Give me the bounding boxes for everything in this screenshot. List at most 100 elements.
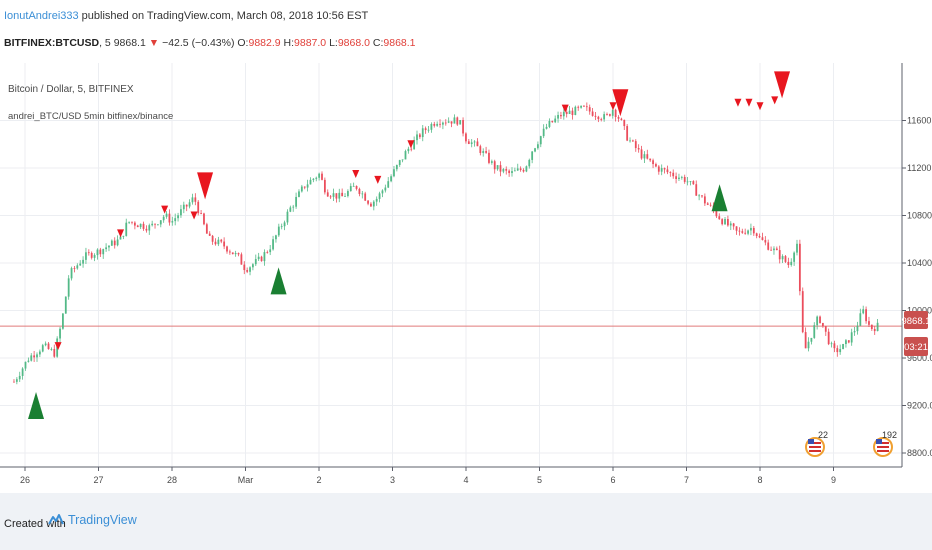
candle-body: [364, 193, 367, 201]
candle-body: [597, 116, 600, 120]
candle-body: [663, 168, 666, 170]
sell-signal-triangle: [197, 172, 214, 200]
sell-signal-triangle: [161, 205, 169, 214]
candle-body: [796, 243, 798, 253]
candle-body: [220, 239, 223, 242]
candle-body: [105, 247, 107, 250]
candle-body: [427, 129, 430, 131]
candle-body: [200, 213, 202, 214]
candle-body: [646, 154, 649, 159]
candle-body: [637, 148, 640, 150]
candle-body: [744, 232, 747, 234]
candle-body: [62, 313, 64, 329]
candle-body: [508, 170, 511, 174]
symbol-name[interactable]: BITFINEX:BTCUSD: [4, 37, 100, 49]
candle-body: [208, 233, 211, 236]
candle-body: [252, 264, 254, 268]
published-text: published on TradingView.com, March 08, …: [78, 10, 369, 22]
candle-body: [298, 191, 300, 197]
candle-body: [660, 168, 663, 172]
candle-body: [260, 256, 263, 262]
author-link[interactable]: IonutAndrei333: [4, 10, 79, 22]
price-axis[interactable]: 11600.0 11200.0 10800.0 10400.0 10000.0 9600.…: [902, 116, 932, 459]
candle-body: [692, 181, 695, 185]
published-line: IonutAndrei333 published on TradingView.…: [4, 10, 368, 22]
candle-body: [277, 226, 280, 236]
open-label: O:: [237, 37, 249, 49]
candle-body: [870, 324, 873, 329]
candle-body: [413, 140, 416, 150]
candle-body: [810, 337, 813, 342]
candle-body: [347, 191, 349, 197]
candle-body: [272, 239, 274, 250]
candle-body: [292, 206, 295, 208]
candle-body: [657, 166, 660, 172]
candle-body: [580, 105, 582, 108]
candle-body: [845, 340, 847, 345]
tradingview-link[interactable]: TradingView: [68, 513, 137, 527]
indicator-name[interactable]: andrei_BTC/USD 5min bitfinex/binance: [8, 111, 173, 122]
tradingview-logo-icon: [48, 514, 64, 525]
candle-body: [387, 181, 390, 188]
candle-body: [295, 196, 297, 207]
candle-body: [583, 105, 585, 107]
high-value: 9887.0: [294, 37, 327, 49]
candle-body: [165, 213, 168, 217]
candle-body: [781, 256, 784, 260]
candle-body: [525, 166, 528, 172]
candle-body: [830, 343, 833, 345]
candle-body: [378, 193, 381, 199]
candle-body: [73, 268, 76, 269]
chart-container[interactable]: 11600.0 11200.0 10800.0 10400.0 10000.0 9600.…: [0, 63, 932, 493]
legend-title[interactable]: Bitcoin / Dollar, 5, BITFINEX: [8, 84, 134, 95]
candle-body: [145, 228, 148, 231]
candle-body: [27, 360, 30, 362]
candle-body: [110, 240, 113, 246]
x-tick-label: 28: [167, 475, 177, 485]
candle-body: [755, 233, 758, 236]
candle-body: [813, 325, 816, 338]
x-tick-label: 5: [537, 475, 542, 485]
y-tick-label: 10400.0: [907, 258, 932, 268]
candle-body: [537, 144, 539, 149]
candle-body: [352, 185, 355, 187]
candle-body: [735, 226, 738, 231]
price-chart[interactable]: 11600.0 11200.0 10800.0 10400.0 10000.0 9600.…: [0, 63, 932, 493]
candle-body: [557, 114, 559, 119]
x-tick-label: 9: [831, 475, 836, 485]
candle-body: [182, 204, 185, 210]
candle-body: [53, 349, 56, 357]
candle-body: [842, 344, 844, 350]
candle-body: [174, 218, 177, 222]
candle-body: [485, 151, 487, 153]
candle-body: [125, 222, 128, 236]
candle-body: [442, 122, 444, 125]
candle-body: [836, 348, 839, 353]
candle-body: [775, 248, 778, 251]
flag-canton: [876, 439, 882, 444]
tradingview-brand[interactable]: TradingView: [48, 513, 137, 527]
us-flag-event-1[interactable]: 22: [805, 430, 828, 457]
candle-body: [617, 117, 620, 119]
candle-body: [502, 169, 505, 172]
candle-body: [15, 379, 18, 382]
candle-body: [85, 252, 87, 260]
candle-body: [358, 188, 361, 194]
candle-body: [493, 161, 496, 170]
us-flag-event-2[interactable]: 192: [873, 430, 897, 457]
candle-body: [496, 165, 499, 170]
time-axis[interactable]: 26 27 28 Mar 2 3 4 5 6 7 8 9: [20, 467, 836, 485]
candle-body: [729, 223, 732, 226]
candle-body: [462, 120, 464, 134]
candle-body: [634, 141, 637, 149]
candle-body: [151, 223, 154, 226]
open-value: 9882.9: [248, 37, 281, 49]
candle-body: [499, 165, 502, 172]
candle-body: [257, 256, 260, 260]
candle-body: [228, 251, 231, 253]
candle-body: [312, 178, 315, 180]
candle-body: [223, 241, 226, 247]
candle-body: [194, 197, 197, 202]
candle-body: [513, 170, 516, 172]
x-tick-label: Mar: [238, 475, 254, 485]
